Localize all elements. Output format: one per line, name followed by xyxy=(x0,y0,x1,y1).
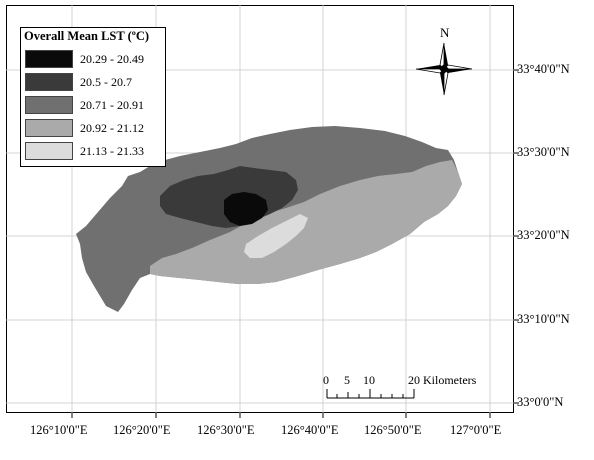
longitude-label: 126°10'0"E xyxy=(30,423,88,437)
legend-item: 20.29 - 20.49 xyxy=(25,50,163,68)
longitude-label: 126°30'0"E xyxy=(197,423,255,437)
scale-label-0: 0 xyxy=(323,373,329,387)
scale-bar xyxy=(326,389,415,399)
longitude-label: 126°40'0"E xyxy=(281,423,339,437)
scale-label-20: 20 Kilometers xyxy=(408,373,477,387)
legend-swatch xyxy=(25,73,73,91)
latitude-label: 33°20'0"N xyxy=(517,228,570,242)
legend-label: 20.92 - 21.12 xyxy=(80,121,144,135)
legend-swatch xyxy=(25,142,73,160)
legend-label: 21.13 - 21.33 xyxy=(80,144,144,158)
longitude-label: 126°50'0"E xyxy=(364,423,422,437)
frame-ticks xyxy=(71,69,519,418)
latitude-label: 33°30'0"N xyxy=(517,145,570,159)
latitude-label: 33°0'0"N xyxy=(517,395,564,409)
legend-swatch xyxy=(25,119,73,137)
longitude-label: 126°20'0"E xyxy=(113,423,171,437)
legend-swatch xyxy=(25,96,73,114)
legend-item: 20.5 - 20.7 xyxy=(25,73,163,91)
legend-label: 20.71 - 20.91 xyxy=(80,98,144,112)
island-zone-darkest xyxy=(224,192,268,226)
latitude-label: 33°10'0"N xyxy=(517,312,570,326)
longitude-label: 127°0'0"E xyxy=(450,423,502,437)
legend-label: 20.29 - 20.49 xyxy=(80,52,144,66)
legend-item: 21.13 - 21.33 xyxy=(25,142,163,160)
legend-label: 20.5 - 20.7 xyxy=(80,75,132,89)
latitude-label: 33°40'0"N xyxy=(517,62,570,76)
legend-swatch xyxy=(25,50,73,68)
north-arrow-icon xyxy=(415,42,473,96)
island-zone-lightest xyxy=(244,214,308,258)
scale-label-10: 10 xyxy=(363,373,375,387)
legend-title: Overall Mean LST (ºC) xyxy=(24,29,150,43)
north-label: N xyxy=(440,25,450,40)
scale-label-5: 5 xyxy=(344,373,350,387)
legend: Overall Mean LST (ºC) 20.29 - 20.49 20.5… xyxy=(20,27,166,167)
legend-item: 20.71 - 20.91 xyxy=(25,96,163,114)
legend-item: 20.92 - 21.12 xyxy=(25,119,163,137)
